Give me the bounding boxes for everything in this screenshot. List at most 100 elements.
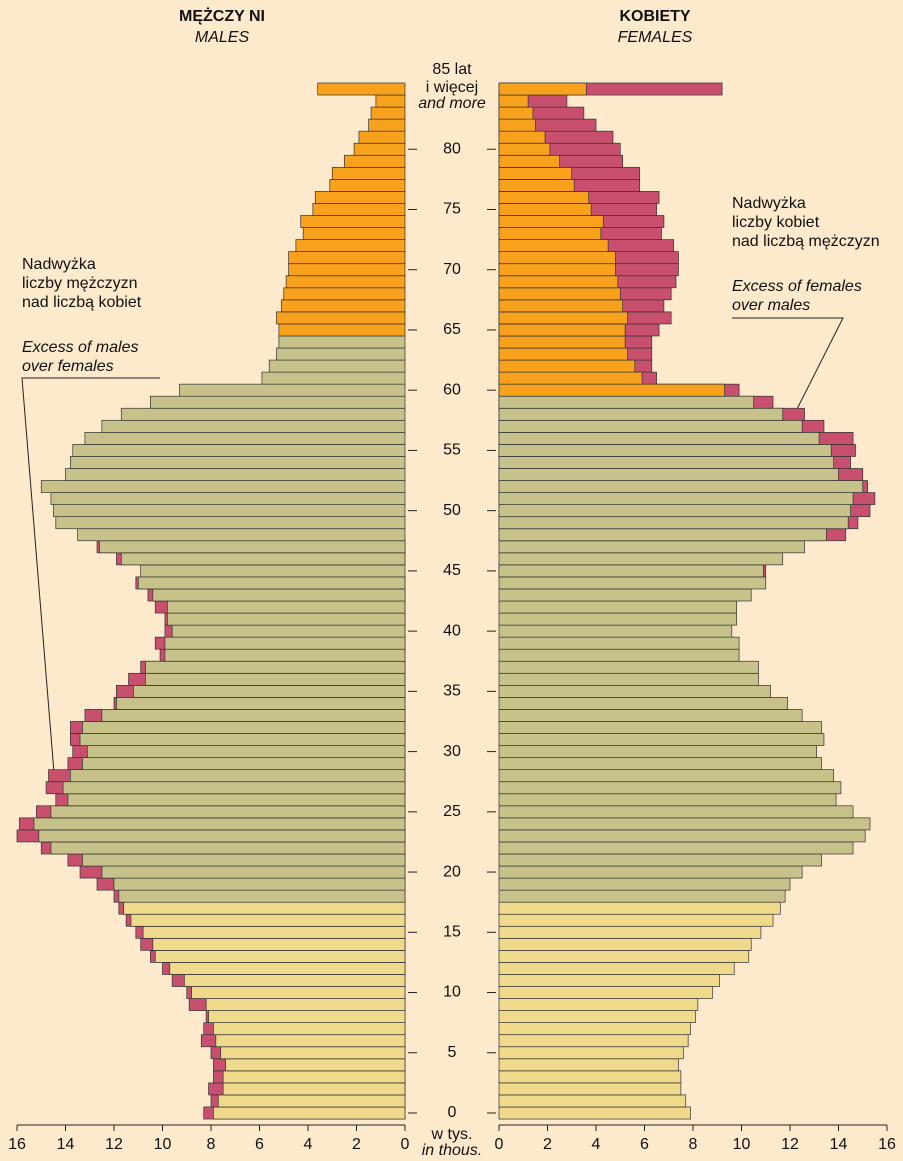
bar (123, 901, 406, 915)
bar (213, 1022, 406, 1036)
bar (69, 456, 406, 469)
bar (498, 877, 791, 891)
bar (498, 962, 735, 975)
bar (498, 1034, 689, 1048)
y-tick-label: 35 (443, 683, 461, 700)
bar (50, 805, 406, 819)
annotation: over females (22, 358, 114, 375)
bar (55, 516, 406, 530)
bar (498, 1046, 684, 1060)
bar (276, 347, 406, 361)
bar (140, 564, 406, 578)
bar (498, 1010, 696, 1023)
age-top-label: i więcej (426, 79, 478, 96)
annotation: nad liczbą kobiet (22, 294, 142, 311)
bar (217, 1094, 406, 1108)
bar (130, 913, 406, 927)
bar (498, 179, 575, 192)
bar (288, 251, 406, 265)
bar (205, 998, 406, 1011)
bar (62, 781, 406, 795)
bar (498, 395, 754, 409)
bar (120, 552, 406, 566)
bar (498, 769, 834, 783)
bar (498, 660, 759, 674)
annotation: liczby kobiet (732, 214, 820, 231)
bar (498, 901, 781, 915)
bar (498, 853, 822, 867)
bar (498, 142, 551, 156)
y-tick-label: 70 (443, 261, 461, 278)
bar (498, 130, 546, 144)
male-subtitle: MALES (195, 29, 250, 46)
annotation: Excess of females (732, 278, 862, 295)
x-tick-label: 2 (543, 1136, 552, 1153)
bar (278, 335, 406, 349)
y-tick-label: 65 (443, 321, 461, 338)
bar (498, 986, 713, 999)
bar (302, 227, 406, 240)
male-title: MĘŻCZY NI (179, 7, 265, 25)
bar (113, 877, 406, 891)
bar (77, 528, 406, 542)
bar (208, 1010, 406, 1023)
bar (225, 1058, 406, 1072)
bar (498, 913, 774, 927)
bar (498, 1094, 687, 1108)
bar (215, 1034, 406, 1048)
x-tick-label: 4 (592, 1136, 601, 1153)
bar (498, 636, 740, 650)
bar (67, 793, 406, 807)
bar (498, 998, 699, 1011)
bar (498, 323, 626, 337)
bar (498, 974, 721, 987)
annotation: Nadwyżka (22, 256, 96, 273)
bar (498, 516, 849, 530)
x-tick-label: 8 (207, 1136, 216, 1153)
x-tick-label: 6 (640, 1136, 649, 1153)
bar (50, 492, 406, 505)
y-tick-label: 45 (443, 562, 461, 579)
bar (137, 576, 406, 590)
bar (288, 263, 406, 277)
bar (300, 215, 406, 228)
x-tick-label: 14 (57, 1136, 75, 1153)
bar (498, 684, 771, 698)
y-tick-label: 60 (443, 381, 461, 398)
bar (331, 166, 406, 180)
bar (498, 889, 786, 903)
bar (498, 299, 624, 313)
leader-line (732, 317, 844, 414)
bar (498, 721, 822, 734)
bar (498, 612, 737, 626)
bar (498, 263, 616, 277)
bar (278, 323, 406, 337)
bar (498, 504, 851, 518)
bar (498, 781, 842, 795)
bar (72, 444, 406, 457)
bar (142, 925, 406, 939)
bar (167, 600, 406, 614)
bar (498, 383, 725, 397)
bar (498, 407, 784, 421)
bar (498, 552, 784, 566)
leader-line (21, 377, 160, 786)
annotation: Excess of males (22, 339, 138, 356)
annotation: Nadwyżka (732, 195, 806, 212)
bar (370, 106, 406, 120)
bar (498, 444, 832, 457)
bar (498, 733, 825, 746)
bar (164, 636, 406, 650)
bar (498, 1022, 691, 1036)
bar (38, 829, 406, 843)
x-tick-label: 4 (304, 1136, 313, 1153)
bar (167, 612, 406, 626)
bar (498, 239, 609, 252)
bar (191, 986, 406, 999)
bar (120, 407, 406, 421)
bar (145, 672, 406, 686)
bar (498, 745, 818, 758)
bar (498, 540, 805, 554)
bar (171, 624, 406, 638)
